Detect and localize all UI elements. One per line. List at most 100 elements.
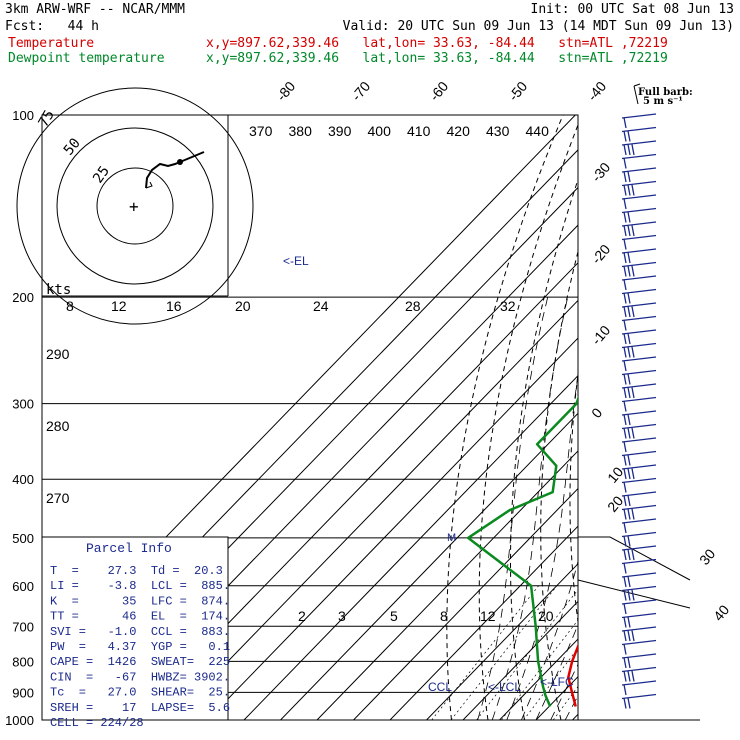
wind-barb [621, 288, 657, 304]
parcel-info-row: PW = 4.37 YGP = 0.1 [50, 640, 230, 654]
hodograph-speed-label: 8 [66, 298, 74, 314]
isotherm-line [352, 487, 578, 720]
mixing-ratio-label: 12 [480, 608, 496, 624]
dry-adiabat-line [510, 178, 578, 720]
hodograph-ring [56, 127, 214, 285]
parcel-info-row: K = 35 LFC = 874. [50, 594, 230, 608]
wind-barb [621, 410, 657, 426]
wind-barb [621, 302, 657, 318]
wind-barb [621, 396, 657, 412]
theta-label: 290 [46, 346, 70, 362]
parcel-info-row: T = 27.3 Td = 20.3 [50, 564, 223, 578]
wind-barb [621, 248, 657, 264]
parcel-info-panel: Parcel Info T = 27.3 Td = 20.3LI = -3.8 … [41, 536, 230, 730]
mixing-ratio-label: 8 [440, 608, 448, 624]
isotherm-label: -70 [348, 78, 373, 104]
hodograph-speed-label: 12 [111, 298, 127, 314]
wind-barb [621, 180, 657, 196]
pressure-label: 400 [12, 472, 34, 487]
dry-adiabat-line [652, 115, 707, 720]
wind-barb [621, 545, 657, 561]
wind-barb [621, 126, 657, 142]
wind-barb [621, 113, 657, 129]
isotherm-line [206, 337, 578, 720]
model-title: 3km ARW-WRF -- NCAR/MMM [5, 2, 186, 17]
isotherm-label: 0 [588, 405, 605, 421]
isotherm-label: -60 [426, 78, 451, 104]
wind-barb [621, 153, 657, 169]
wind-barb [621, 140, 657, 156]
barb-key-value: 5 m s⁻¹ [643, 96, 683, 107]
wind-barb [621, 477, 657, 493]
wind-barb [621, 653, 657, 669]
wind-barb [621, 558, 657, 574]
dry-adiabat-line [478, 123, 578, 720]
wind-barb [621, 342, 657, 358]
hodograph-ring-label: 75 [36, 107, 58, 130]
pressure-label: 1000 [5, 713, 34, 728]
dry-adiabat-line [678, 115, 740, 720]
lfc-label: <-LFC [540, 675, 574, 689]
forecast-hour: Fcst: 44 h [5, 19, 99, 34]
valid-time: Valid: 20 UTC Sun 09 Jun 13 (14 MDT Sun … [342, 19, 734, 34]
parcel-info-row: CAPE = 1426 SWEAT= 225 [50, 655, 230, 669]
theta-label: 370 [249, 123, 273, 139]
wind-barb [621, 531, 657, 547]
dewpoint-profile [466, 395, 578, 707]
isotherm-label: -10 [588, 322, 613, 348]
wind-barb [621, 275, 657, 291]
wind-barb [621, 518, 657, 534]
mixing-ratio-label: 3 [338, 608, 346, 624]
temperature-label: Temperature [8, 36, 95, 51]
wind-barb [621, 423, 657, 439]
parcel-info-row: LI = -3.8 LCL = 885. [50, 579, 230, 593]
dry-adiabat-line [540, 249, 578, 720]
dewpoint-label: Dewpoint temperature [8, 51, 165, 66]
isotherm-line [462, 600, 578, 720]
theta-label: 270 [46, 490, 70, 506]
barb-key-icon [633, 83, 641, 105]
isotherm-line [535, 675, 578, 720]
moist-adiabat-line [564, 694, 578, 720]
wind-barb [621, 491, 657, 507]
mixing-ratio-label: 2 [298, 608, 306, 624]
moist-adiabat-line [580, 297, 740, 720]
theta-label: 420 [447, 123, 471, 139]
parcel-info-row: SREH = 17 LAPSE= 5.6 [50, 701, 230, 715]
wind-barb [621, 194, 657, 210]
parcel-info-row: TT = 46 EL = 174. [50, 610, 230, 624]
temperature-location: x,y=897.62,339.46 lat,lon= 33.63, -84.44… [206, 36, 668, 51]
theta-label: 410 [407, 123, 431, 139]
theta-label: 280 [46, 418, 70, 434]
hodograph-ring [96, 167, 174, 245]
wind-barb [621, 383, 657, 399]
init-time: Init: 00 UTC Sat 08 Jun 13 [530, 2, 735, 17]
temperature-profile [567, 643, 578, 707]
hodograph-speed-label: 20 [235, 298, 251, 314]
dry-adiabat-line [728, 115, 740, 720]
wind-barb [621, 572, 657, 588]
pressure-label: 300 [12, 397, 34, 412]
wind-barb [621, 221, 657, 237]
hodograph-center-icon: + [129, 197, 139, 216]
hodograph-speed-label: 16 [166, 298, 182, 314]
wind-barb [621, 356, 657, 372]
wind-barb [621, 450, 657, 466]
pressure-label: 100 [12, 108, 34, 123]
lcl-label: <-LCL [488, 680, 521, 694]
wind-barb [621, 234, 657, 250]
barb-key-title: Full barb: [638, 87, 693, 98]
wind-barb [621, 315, 657, 331]
isotherm-label: -30 [588, 159, 613, 185]
isotherm-line [389, 525, 578, 720]
isotherm-line [279, 412, 578, 720]
isotherm-label: 40 [710, 602, 732, 624]
pressure-label: 700 [12, 619, 34, 634]
hodograph-unit: kts [46, 282, 71, 298]
wind-barb [621, 666, 657, 682]
theta-label: 400 [368, 123, 392, 139]
hodograph-trace [145, 151, 205, 189]
mixing-ratio-line [431, 585, 539, 720]
dry-adiabat-line [703, 115, 740, 720]
